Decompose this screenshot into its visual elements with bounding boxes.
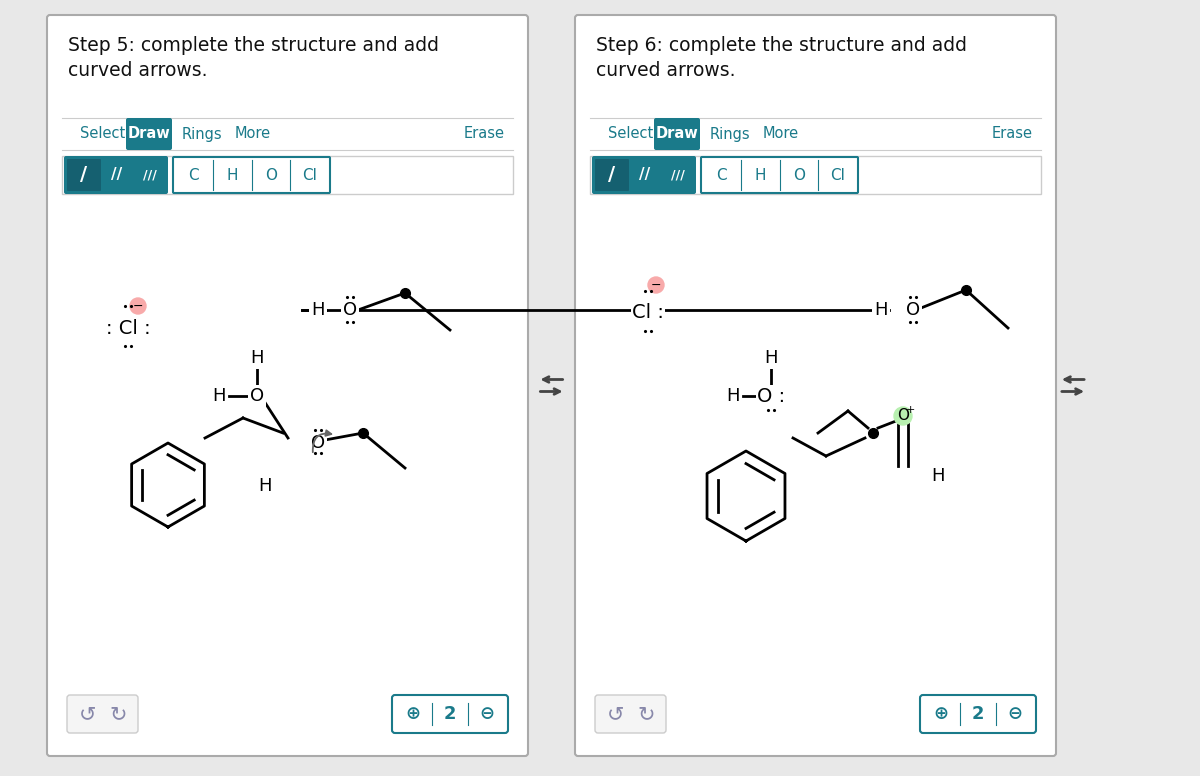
- Text: /: /: [80, 165, 88, 185]
- Text: H: H: [875, 301, 888, 319]
- Text: Erase: Erase: [464, 126, 505, 141]
- Text: Draw: Draw: [655, 126, 698, 141]
- Text: +: +: [905, 405, 914, 415]
- Text: Step 6: complete the structure and add
curved arrows.: Step 6: complete the structure and add c…: [596, 36, 967, 80]
- Text: Erase: Erase: [992, 126, 1033, 141]
- FancyBboxPatch shape: [62, 156, 514, 194]
- Text: Step 5: complete the structure and add
curved arrows.: Step 5: complete the structure and add c…: [68, 36, 439, 80]
- Text: ⊖: ⊖: [479, 705, 494, 723]
- Text: H: H: [726, 387, 739, 405]
- Text: H: H: [251, 349, 264, 367]
- Text: −: −: [133, 300, 143, 313]
- Text: O: O: [906, 301, 920, 319]
- Text: Cl: Cl: [302, 168, 317, 182]
- Text: Select: Select: [80, 126, 125, 141]
- FancyBboxPatch shape: [126, 118, 172, 150]
- Text: Cl :: Cl :: [632, 303, 664, 323]
- FancyBboxPatch shape: [64, 156, 168, 194]
- FancyBboxPatch shape: [67, 695, 138, 733]
- FancyBboxPatch shape: [575, 15, 1056, 756]
- Text: ↻: ↻: [109, 704, 127, 724]
- Text: 2: 2: [444, 705, 456, 723]
- Circle shape: [648, 277, 664, 293]
- FancyBboxPatch shape: [67, 159, 101, 191]
- Text: ↺: ↺: [607, 704, 625, 724]
- Circle shape: [894, 407, 912, 425]
- Text: Rings: Rings: [710, 126, 751, 141]
- Text: O: O: [343, 301, 358, 319]
- Text: More: More: [763, 126, 799, 141]
- FancyBboxPatch shape: [173, 157, 330, 193]
- Text: O: O: [311, 434, 325, 452]
- Text: ↺: ↺: [79, 704, 97, 724]
- Text: ⊕: ⊕: [934, 705, 949, 723]
- Text: O: O: [265, 168, 277, 182]
- Text: H: H: [212, 387, 226, 405]
- Text: O :: O :: [757, 386, 785, 406]
- Text: : Cl :: : Cl :: [106, 318, 150, 338]
- Text: H: H: [227, 168, 238, 182]
- Text: O: O: [250, 387, 264, 405]
- FancyBboxPatch shape: [47, 15, 528, 756]
- Text: Select: Select: [608, 126, 653, 141]
- Text: //: //: [640, 168, 650, 182]
- FancyBboxPatch shape: [392, 695, 508, 733]
- Text: H: H: [764, 349, 778, 367]
- Text: H: H: [931, 467, 944, 485]
- FancyBboxPatch shape: [595, 159, 629, 191]
- FancyBboxPatch shape: [592, 156, 696, 194]
- Text: //: //: [112, 168, 122, 182]
- Text: Draw: Draw: [127, 126, 170, 141]
- FancyBboxPatch shape: [590, 156, 1042, 194]
- Text: H: H: [311, 301, 325, 319]
- Text: H: H: [258, 477, 271, 495]
- Text: H: H: [755, 168, 766, 182]
- Text: O: O: [898, 408, 910, 424]
- Text: −: −: [650, 279, 661, 292]
- Text: ↻: ↻: [637, 704, 655, 724]
- Circle shape: [130, 298, 146, 314]
- Text: O: O: [793, 168, 805, 182]
- Text: C: C: [188, 168, 199, 182]
- Text: More: More: [235, 126, 271, 141]
- Text: ⊕: ⊕: [406, 705, 421, 723]
- FancyArrowPatch shape: [313, 431, 331, 452]
- Text: 2: 2: [972, 705, 984, 723]
- Text: Cl: Cl: [830, 168, 845, 182]
- FancyBboxPatch shape: [595, 695, 666, 733]
- Text: ⊖: ⊖: [1007, 705, 1022, 723]
- Text: ///: ///: [671, 168, 685, 182]
- Text: ///: ///: [143, 168, 157, 182]
- FancyBboxPatch shape: [654, 118, 700, 150]
- Text: C: C: [716, 168, 727, 182]
- Text: /: /: [608, 165, 616, 185]
- FancyBboxPatch shape: [920, 695, 1036, 733]
- Text: Rings: Rings: [182, 126, 223, 141]
- FancyBboxPatch shape: [701, 157, 858, 193]
